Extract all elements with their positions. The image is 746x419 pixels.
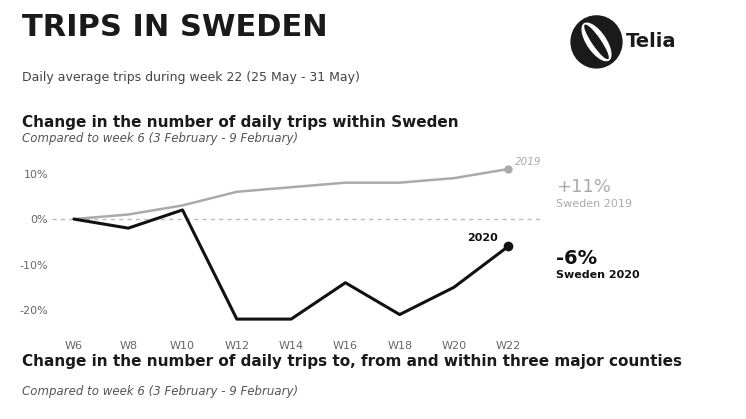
Text: 2020: 2020	[468, 233, 498, 243]
Text: 2019: 2019	[515, 157, 542, 167]
Text: Telia: Telia	[626, 32, 677, 52]
Ellipse shape	[584, 25, 609, 59]
Text: Compared to week 6 (3 February - 9 February): Compared to week 6 (3 February - 9 Febru…	[22, 132, 298, 145]
Text: Change in the number of daily trips within Sweden: Change in the number of daily trips with…	[22, 115, 459, 130]
Text: TRIPS IN SWEDEN: TRIPS IN SWEDEN	[22, 13, 328, 41]
Ellipse shape	[581, 23, 612, 61]
Text: Change in the number of daily trips to, from and within three major counties: Change in the number of daily trips to, …	[22, 354, 683, 369]
Circle shape	[571, 16, 622, 68]
Text: Sweden 2020: Sweden 2020	[556, 270, 639, 280]
Text: -6%: -6%	[556, 249, 597, 268]
Text: Compared to week 6 (3 February - 9 February): Compared to week 6 (3 February - 9 Febru…	[22, 385, 298, 398]
Text: +11%: +11%	[556, 178, 611, 196]
Text: Daily average trips during week 22 (25 May - 31 May): Daily average trips during week 22 (25 M…	[22, 71, 360, 84]
Text: Sweden 2019: Sweden 2019	[556, 199, 632, 209]
